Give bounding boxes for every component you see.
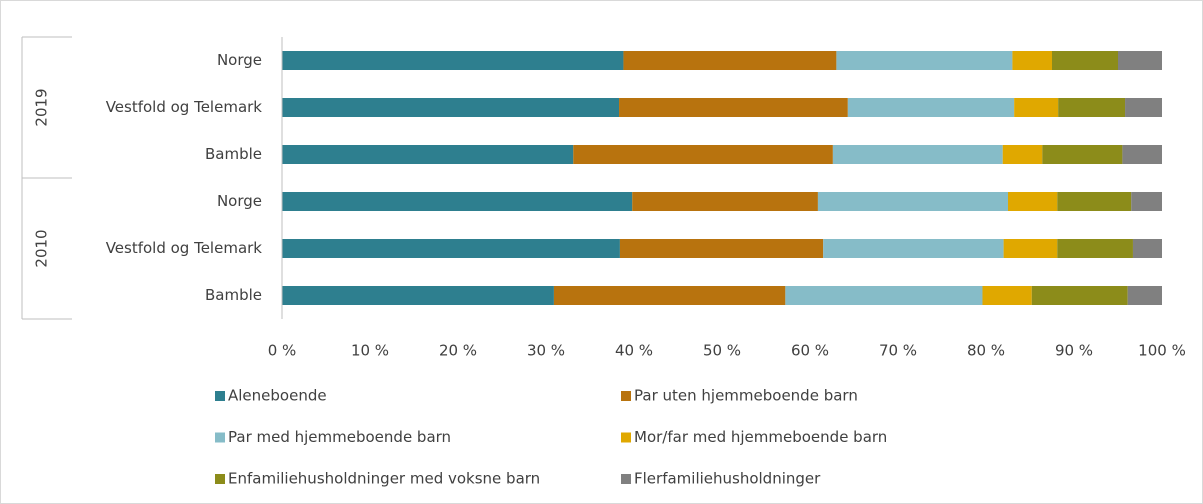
bar-segment: [1122, 145, 1162, 164]
legend-label: Aleneboende: [228, 387, 327, 405]
legend-label: Mor/far med hjemmeboende barn: [634, 428, 887, 446]
legend-swatch: [215, 474, 225, 484]
x-tick-label: 80 %: [967, 342, 1005, 360]
bar-segment: [282, 192, 633, 211]
bar-segment: [282, 51, 624, 70]
legend-label: Enfamiliehusholdninger med voksne barn: [228, 470, 540, 488]
bar-segment: [1131, 192, 1162, 211]
category-label: Norge: [217, 192, 262, 210]
bar-segment: [1052, 51, 1118, 70]
bar-segment: [817, 192, 1008, 211]
bar-segment: [1118, 51, 1162, 70]
bar-segment: [1057, 239, 1133, 258]
legend-swatch: [621, 391, 631, 401]
bar-segment: [632, 192, 818, 211]
legend-label: Par uten hjemmeboende barn: [634, 387, 858, 405]
bar-segment: [832, 145, 1003, 164]
x-tick-label: 60 %: [791, 342, 829, 360]
legend-label: Par med hjemmeboende barn: [228, 428, 451, 446]
bar-segment: [1058, 98, 1126, 117]
bar-segment: [785, 286, 983, 305]
bar-segment: [573, 145, 833, 164]
group-label: 2019: [33, 88, 51, 126]
bar-segment: [823, 239, 1004, 258]
x-tick-label: 30 %: [527, 342, 565, 360]
x-tick-label: 0 %: [268, 342, 297, 360]
group-label: 2010: [33, 229, 51, 267]
legend-swatch: [621, 432, 631, 443]
x-tick-label: 10 %: [351, 342, 389, 360]
bar-segment: [619, 239, 824, 258]
bar-segment: [1014, 98, 1059, 117]
x-tick-label: 20 %: [439, 342, 477, 360]
bar-segment: [1125, 98, 1162, 117]
bar-segment: [282, 286, 554, 305]
x-tick-label: 50 %: [703, 342, 741, 360]
bar-segment: [553, 286, 786, 305]
bar-segment: [1132, 239, 1162, 258]
bar-segment: [982, 286, 1032, 305]
x-tick-label: 40 %: [615, 342, 653, 360]
bar-segment: [1003, 239, 1058, 258]
bar-segment: [1008, 192, 1058, 211]
bar-segment: [1012, 51, 1052, 70]
bar-segment: [836, 51, 1013, 70]
legend-label: Flerfamiliehusholdninger: [634, 470, 821, 488]
legend-swatch: [215, 391, 225, 401]
bar-segment: [282, 239, 620, 258]
bar-segment: [282, 145, 574, 164]
bar-segment: [1057, 192, 1132, 211]
category-label: Bamble: [205, 286, 262, 304]
bar-segment: [847, 98, 1015, 117]
bar-segment: [1031, 286, 1128, 305]
x-tick-label: 70 %: [879, 342, 917, 360]
bar-segment: [282, 98, 620, 117]
bar-segment: [1042, 145, 1123, 164]
legend-swatch: [215, 432, 225, 443]
bar-segment: [1127, 286, 1162, 305]
category-label: Vestfold og Telemark: [106, 98, 263, 116]
bar-segment: [1002, 145, 1043, 164]
x-tick-label: 90 %: [1055, 342, 1093, 360]
category-label: Norge: [217, 51, 262, 69]
category-label: Bamble: [205, 145, 262, 163]
x-tick-label: 100 %: [1138, 342, 1186, 360]
bar-segment: [623, 51, 837, 70]
bar-segment: [619, 98, 848, 117]
legend-swatch: [621, 474, 631, 484]
category-label: Vestfold og Telemark: [106, 239, 263, 257]
